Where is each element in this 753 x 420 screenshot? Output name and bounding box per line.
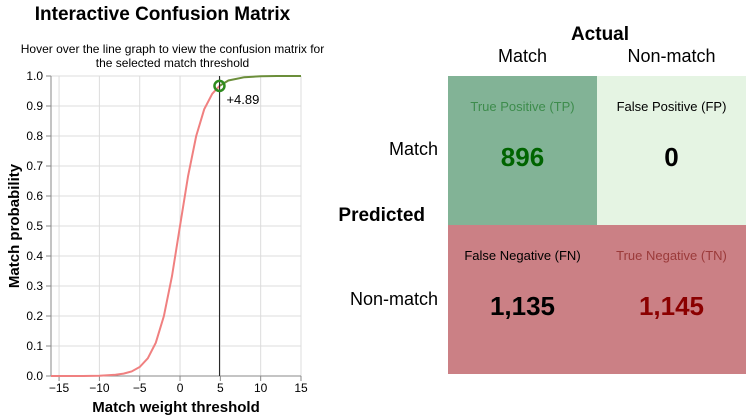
y-tick-label: 0.5: [26, 219, 43, 233]
x-axis-label: Match weight threshold: [92, 399, 260, 416]
y-tick-label: 0.8: [26, 129, 43, 143]
chart-subtitle: Hover over the line graph to view the co…: [20, 42, 325, 70]
cell-label-fn: False Negative (FN): [464, 248, 581, 263]
cell-label-tp: True Positive (TP): [470, 99, 575, 114]
grid-lines: [51, 75, 302, 377]
y-tick-label: 0.9: [26, 99, 43, 113]
x-tick-label: −15: [49, 381, 70, 395]
x-tick-label: 0: [177, 381, 184, 395]
cell-false-positive: False Positive (FP) 0: [597, 76, 746, 225]
y-tick-label: 0.0: [26, 369, 43, 383]
row-header-match: Match: [388, 139, 438, 159]
y-tick-label: 0.2: [26, 309, 43, 323]
cell-label-fp: False Positive (FP): [616, 99, 727, 114]
x-tick-label: 5: [217, 381, 224, 395]
y-tick-label: 0.3: [26, 279, 43, 293]
cell-label-tn: True Negative (TN): [616, 248, 727, 263]
chart-title: Interactive Confusion Matrix: [34, 4, 291, 25]
cell-value-fn: 1,135: [489, 291, 556, 321]
cell-value-tn: 1,145: [638, 291, 705, 321]
x-tick-label: −10: [89, 381, 110, 395]
row-header-nonmatch: Non-match: [349, 289, 438, 309]
y-tick-label: 0.7: [26, 159, 43, 173]
curve-below-threshold: [51, 85, 221, 377]
actual-axis-title: Actual: [570, 24, 630, 45]
curve-above-threshold: [218, 75, 301, 87]
threshold-point-marker[interactable]: [213, 79, 226, 93]
axes: [46, 75, 302, 381]
cell-value-fp: 0: [664, 142, 679, 172]
y-tick-label: 1.0: [26, 69, 43, 83]
x-tick-label: 15: [294, 381, 308, 395]
column-header-match: Match: [497, 46, 548, 66]
column-header-nonmatch: Non-match: [627, 46, 716, 66]
y-tick-label: 0.6: [26, 189, 43, 203]
y-tick-label: 0.4: [26, 249, 43, 263]
cell-value-tp: 896: [500, 142, 545, 172]
cell-true-positive: True Positive (TP) 896: [448, 76, 597, 225]
cell-false-negative: False Negative (FN) 1,135: [448, 225, 597, 374]
predicted-axis-title: Predicted: [338, 205, 425, 226]
threshold-value-label: +4.89: [226, 92, 259, 107]
y-axis-label: Match probability: [6, 163, 23, 288]
y-tick-label: 0.1: [26, 339, 43, 353]
x-tick-label: 10: [254, 381, 268, 395]
threshold-line-chart[interactable]: +4.89 −15 −10 −5 0 5 10 15 0.0 0.1 0.2 0.3 0.4 0.5 0.…: [0, 0, 330, 420]
cell-true-negative: True Negative (TN) 1,145: [597, 225, 746, 374]
x-tick-label: −5: [133, 381, 147, 395]
tick-labels: −15 −10 −5 0 5 10 15 0.0 0.1 0.2 0.3 0.4 0.5 0.6 0.7 0.…: [26, 69, 308, 395]
